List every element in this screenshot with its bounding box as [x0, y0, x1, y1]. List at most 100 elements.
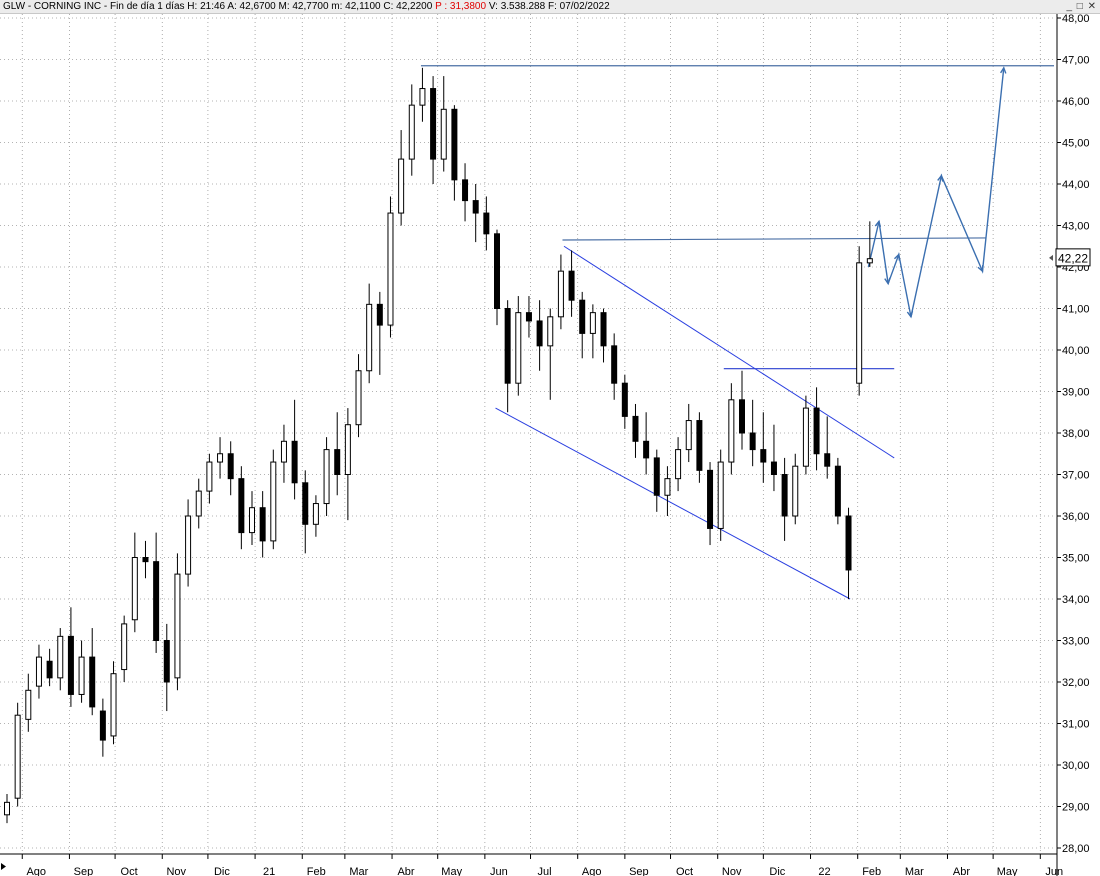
projection-arrowhead — [906, 310, 914, 319]
x-tick-label: Ago — [26, 866, 46, 876]
candle — [451, 105, 458, 201]
y-tick-label: 30,00 — [1062, 760, 1090, 772]
candle — [280, 424, 287, 483]
candle — [483, 196, 490, 251]
candle — [142, 540, 149, 579]
candle — [376, 291, 383, 375]
window-title-bar: GLW - CORNING INC - Fin de día 1 días H:… — [0, 0, 1100, 14]
y-tick-label: 29,00 — [1062, 802, 1090, 814]
candle — [206, 453, 213, 504]
title-segment: GLW - CORNING INC - Fin de día 1 días H:… — [3, 1, 436, 12]
y-tick-label: 40,00 — [1062, 345, 1090, 357]
candle — [845, 507, 852, 599]
candle — [99, 698, 106, 757]
candle — [366, 283, 373, 384]
y-tick-label: 35,00 — [1062, 553, 1090, 565]
x-tick-label: Mar — [905, 866, 924, 876]
candle — [35, 644, 42, 699]
x-tick-label: Nov — [166, 866, 186, 876]
maximize-icon[interactable]: □ — [1076, 1, 1083, 12]
candle — [653, 449, 660, 512]
candle — [217, 437, 224, 479]
window-title: GLW - CORNING INC - Fin de día 1 días H:… — [3, 1, 610, 13]
candle — [302, 470, 309, 554]
y-tick-label: 36,00 — [1062, 511, 1090, 523]
y-tick-label: 32,00 — [1062, 677, 1090, 689]
candle — [462, 163, 469, 222]
candle — [813, 387, 820, 471]
candle — [78, 640, 85, 703]
candle — [110, 661, 117, 745]
close-icon[interactable]: ✕ — [1087, 1, 1096, 12]
candle — [323, 437, 330, 516]
candle — [14, 702, 21, 807]
resistance-line-mid — [562, 237, 986, 241]
candle — [430, 76, 437, 184]
candle — [579, 291, 586, 359]
candle — [355, 354, 362, 438]
candle — [440, 76, 447, 172]
y-tick-label: 46,00 — [1062, 96, 1090, 108]
scroll-left-icon[interactable] — [1, 863, 6, 870]
last-price-pointer-icon — [1049, 254, 1053, 261]
candle — [334, 412, 341, 496]
candle — [472, 184, 479, 243]
last-price-marker: 42,22 — [1049, 248, 1091, 267]
x-tick-label: Abr — [397, 866, 414, 876]
candle — [717, 449, 724, 541]
candle — [866, 221, 873, 267]
x-tick-label: Abr — [953, 866, 970, 876]
candle — [770, 424, 777, 492]
x-tick-label: Ago — [582, 866, 602, 876]
window-buttons: _ □ ✕ — [1064, 0, 1096, 13]
candle — [632, 403, 639, 458]
candlestick-series — [4, 67, 873, 824]
candle — [344, 408, 351, 521]
y-tick-label: 44,00 — [1062, 179, 1090, 191]
candle — [675, 437, 682, 492]
candle — [270, 449, 277, 550]
candle — [834, 457, 841, 525]
chart-grid — [0, 14, 1058, 876]
candle — [174, 553, 181, 691]
projection-arrowhead — [884, 277, 891, 286]
x-tick-label: Jul — [537, 866, 551, 876]
x-tick-label: Oct — [121, 866, 138, 876]
candle — [621, 374, 628, 429]
x-tick-label: May — [441, 866, 462, 876]
price-chart[interactable]: 28,00 29,00 30,00 31,00 32,00 33,00 34,00 35,00… — [0, 14, 1100, 876]
x-tick-label: Feb — [862, 866, 881, 876]
candle — [504, 300, 511, 413]
chart-drawings — [420, 65, 1054, 600]
projection-arrowhead — [977, 265, 984, 273]
candle — [600, 308, 607, 363]
x-tick-label: May — [997, 866, 1018, 876]
candle — [611, 333, 618, 400]
candle — [749, 399, 756, 467]
y-tick-label: 43,00 — [1062, 221, 1090, 233]
x-tick-label: 21 — [263, 866, 275, 876]
candle — [568, 250, 575, 317]
candle — [398, 130, 405, 226]
y-tick-label: 41,00 — [1062, 304, 1090, 316]
candle — [781, 457, 788, 541]
candle — [824, 416, 831, 479]
last-price-label: 42,22 — [1058, 251, 1088, 265]
candle — [25, 673, 32, 732]
candle — [696, 412, 703, 483]
candle — [525, 296, 532, 338]
projection-arrowhead — [1000, 66, 1007, 74]
candle — [547, 308, 554, 400]
candle — [643, 412, 650, 475]
y-tick-label: 47,00 — [1062, 55, 1090, 67]
candle — [707, 462, 714, 546]
minimize-icon[interactable]: _ — [1066, 1, 1072, 12]
candle — [121, 615, 128, 682]
x-tick-label: Feb — [307, 866, 326, 876]
candle — [312, 495, 319, 537]
projection-path — [867, 67, 1005, 317]
x-tick-label: Jun — [490, 866, 508, 876]
projection-arrowhead — [874, 219, 881, 228]
candle — [387, 196, 394, 338]
candle — [46, 648, 53, 687]
